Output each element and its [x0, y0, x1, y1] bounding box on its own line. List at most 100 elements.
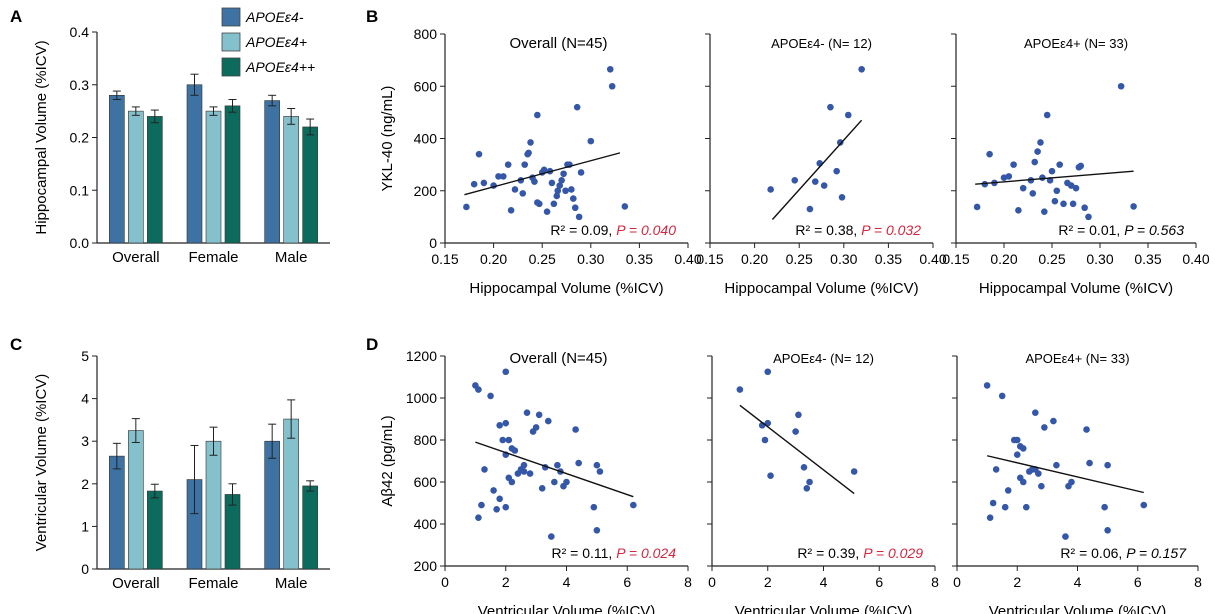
data-point — [532, 424, 540, 431]
legend-label-apoe4-neg: APOEε4- — [245, 9, 304, 25]
data-point — [478, 501, 485, 509]
p-value-text: P = 0.032 — [861, 222, 921, 238]
data-point — [608, 82, 616, 90]
data-point — [764, 368, 772, 376]
data-point — [502, 419, 510, 427]
x-axis-title: Hippocampal Volume (%ICV) — [724, 280, 918, 297]
regression-line — [475, 441, 634, 498]
data-point — [554, 461, 561, 469]
data-point — [507, 207, 515, 214]
data-point — [1005, 173, 1013, 180]
data-point — [534, 111, 541, 119]
data-point — [973, 203, 981, 211]
data-point — [548, 533, 555, 540]
r-squared-text: R² = 0.38, — [795, 222, 861, 238]
data-point — [983, 382, 991, 389]
subplot-title: APOEε4+ (N= 33) — [1024, 36, 1128, 51]
data-point — [1041, 424, 1048, 431]
data-point — [761, 436, 769, 444]
data-point — [535, 411, 543, 419]
x-category-label: Male — [275, 575, 308, 592]
x-tick-label: 0.15 — [431, 251, 458, 267]
data-point — [520, 461, 528, 469]
data-point — [568, 186, 575, 193]
data-point — [548, 179, 556, 187]
data-point — [858, 65, 865, 73]
data-point — [520, 468, 528, 475]
x-category-label: Female — [188, 249, 238, 266]
data-point — [575, 459, 582, 467]
data-point — [767, 472, 774, 480]
data-point — [475, 150, 483, 158]
data-point — [538, 485, 546, 492]
data-point — [986, 150, 993, 158]
bar — [224, 494, 241, 570]
x-tick-label: 2 — [1013, 574, 1021, 590]
data-point — [992, 466, 1000, 473]
x-tick-label: 2 — [502, 574, 510, 590]
data-point — [560, 170, 567, 178]
data-point — [480, 179, 488, 187]
x-tick-label: 4 — [820, 574, 828, 590]
data-point — [1034, 148, 1041, 155]
data-point — [525, 149, 532, 157]
x-tick-label: 0.30 — [577, 251, 604, 267]
bar — [283, 116, 299, 244]
data-point — [989, 499, 997, 507]
x-tick-label: 0.35 — [626, 251, 653, 267]
data-point — [496, 422, 503, 429]
x-tick-label: 0.40 — [919, 251, 946, 267]
data-point — [1029, 190, 1037, 197]
p-value-text: P = 0.029 — [863, 545, 923, 561]
stat-annotation: R² = 0.39, P = 0.029 — [797, 545, 923, 561]
panel-label-b: B — [366, 7, 378, 26]
x-tick-label: 0.25 — [529, 251, 556, 267]
y-tick-label: 200 — [414, 183, 438, 199]
data-point — [1038, 482, 1045, 490]
data-point — [481, 466, 488, 473]
p-value-text: P = 0.563 — [1124, 222, 1184, 238]
data-point — [1081, 204, 1088, 212]
bar — [264, 440, 280, 570]
data-point — [1004, 487, 1012, 494]
r-squared-text: R² = 0.39, — [797, 545, 863, 561]
x-tick-label: 0.20 — [990, 251, 1017, 267]
x-category-label: Overall — [112, 249, 160, 266]
data-point — [806, 205, 814, 213]
data-point — [1117, 82, 1125, 90]
x-category-label: Male — [275, 249, 308, 266]
r-squared-text: R² = 0.11, — [551, 545, 616, 561]
data-point — [534, 199, 541, 206]
legend-swatch-apoe4-pos — [221, 32, 241, 52]
data-point — [531, 178, 538, 185]
chart-c-ventricular-bars: 0 1 2 3 4 5 Ventricular Volume (%ICV) Overall Fe… — [33, 348, 330, 592]
panel-label-c: C — [10, 335, 22, 354]
x-tick-label: 0.40 — [1182, 251, 1209, 267]
x-tick-label: 8 — [1194, 574, 1202, 590]
x-axis-title: Hippocampal Volume (%ICV) — [979, 280, 1173, 297]
data-point — [1041, 208, 1048, 215]
data-point — [556, 182, 563, 189]
y-tick-label: 2 — [81, 476, 89, 492]
data-point — [562, 187, 569, 195]
y-tick-label: 3 — [81, 433, 89, 449]
data-point — [1015, 207, 1022, 214]
bar — [128, 430, 144, 570]
data-point — [606, 65, 614, 73]
y-tick-label: 5 — [81, 348, 89, 364]
stat-annotation: R² = 0.09, P = 0.040 — [550, 222, 676, 238]
data-point — [1039, 174, 1046, 181]
data-point — [502, 503, 510, 511]
y-tick-label: 0.3 — [70, 77, 90, 93]
data-point — [519, 190, 527, 197]
y-tick-label: 0 — [429, 235, 437, 251]
y-tick-label: 0.4 — [70, 24, 90, 40]
data-point — [820, 182, 828, 189]
bar — [147, 116, 163, 244]
data-point — [544, 417, 552, 425]
data-point — [505, 436, 513, 444]
data-point — [475, 514, 482, 521]
data-point — [1013, 451, 1021, 459]
